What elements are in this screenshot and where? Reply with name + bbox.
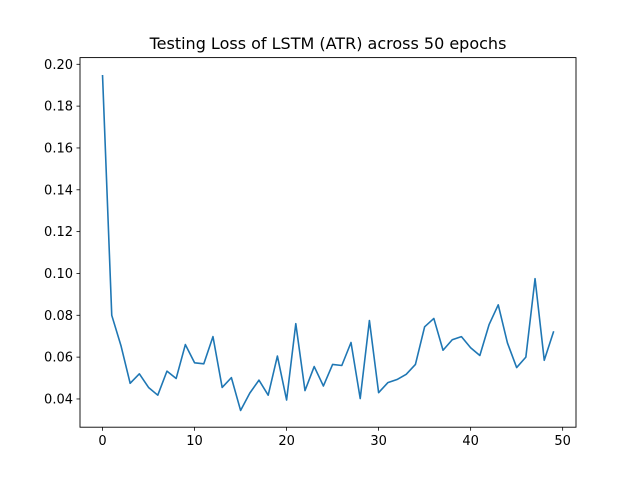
x-tick-label: 0 — [98, 434, 106, 449]
x-tick-label: 40 — [462, 434, 479, 449]
y-tick-label: 0.20 — [44, 58, 73, 73]
y-tick-label: 0.16 — [44, 141, 73, 156]
y-tick-label: 0.14 — [44, 183, 73, 198]
chart-title: Testing Loss of LSTM (ATR) across 50 epo… — [149, 34, 507, 53]
x-tick-label: 50 — [554, 434, 571, 449]
y-tick-label: 0.04 — [44, 392, 73, 407]
x-tick-label: 20 — [278, 434, 295, 449]
plot-frame — [79, 57, 577, 428]
y-tick-label: 0.06 — [44, 351, 73, 366]
y-axis: 0.04 0.06 0.08 0.10 0.12 0.14 0.16 0.18 0.20 — [44, 58, 80, 407]
x-axis: 0 10 20 30 40 50 — [98, 427, 571, 449]
series-layer — [101, 74, 555, 412]
y-tick-label: 0.08 — [44, 309, 73, 324]
series-line-0 — [101, 74, 555, 412]
x-tick-label: 30 — [370, 434, 387, 449]
y-tick-label: 0.12 — [44, 225, 73, 240]
x-tick-label: 10 — [186, 434, 203, 449]
y-tick-label: 0.18 — [44, 100, 73, 115]
y-tick-label: 0.10 — [44, 267, 73, 282]
